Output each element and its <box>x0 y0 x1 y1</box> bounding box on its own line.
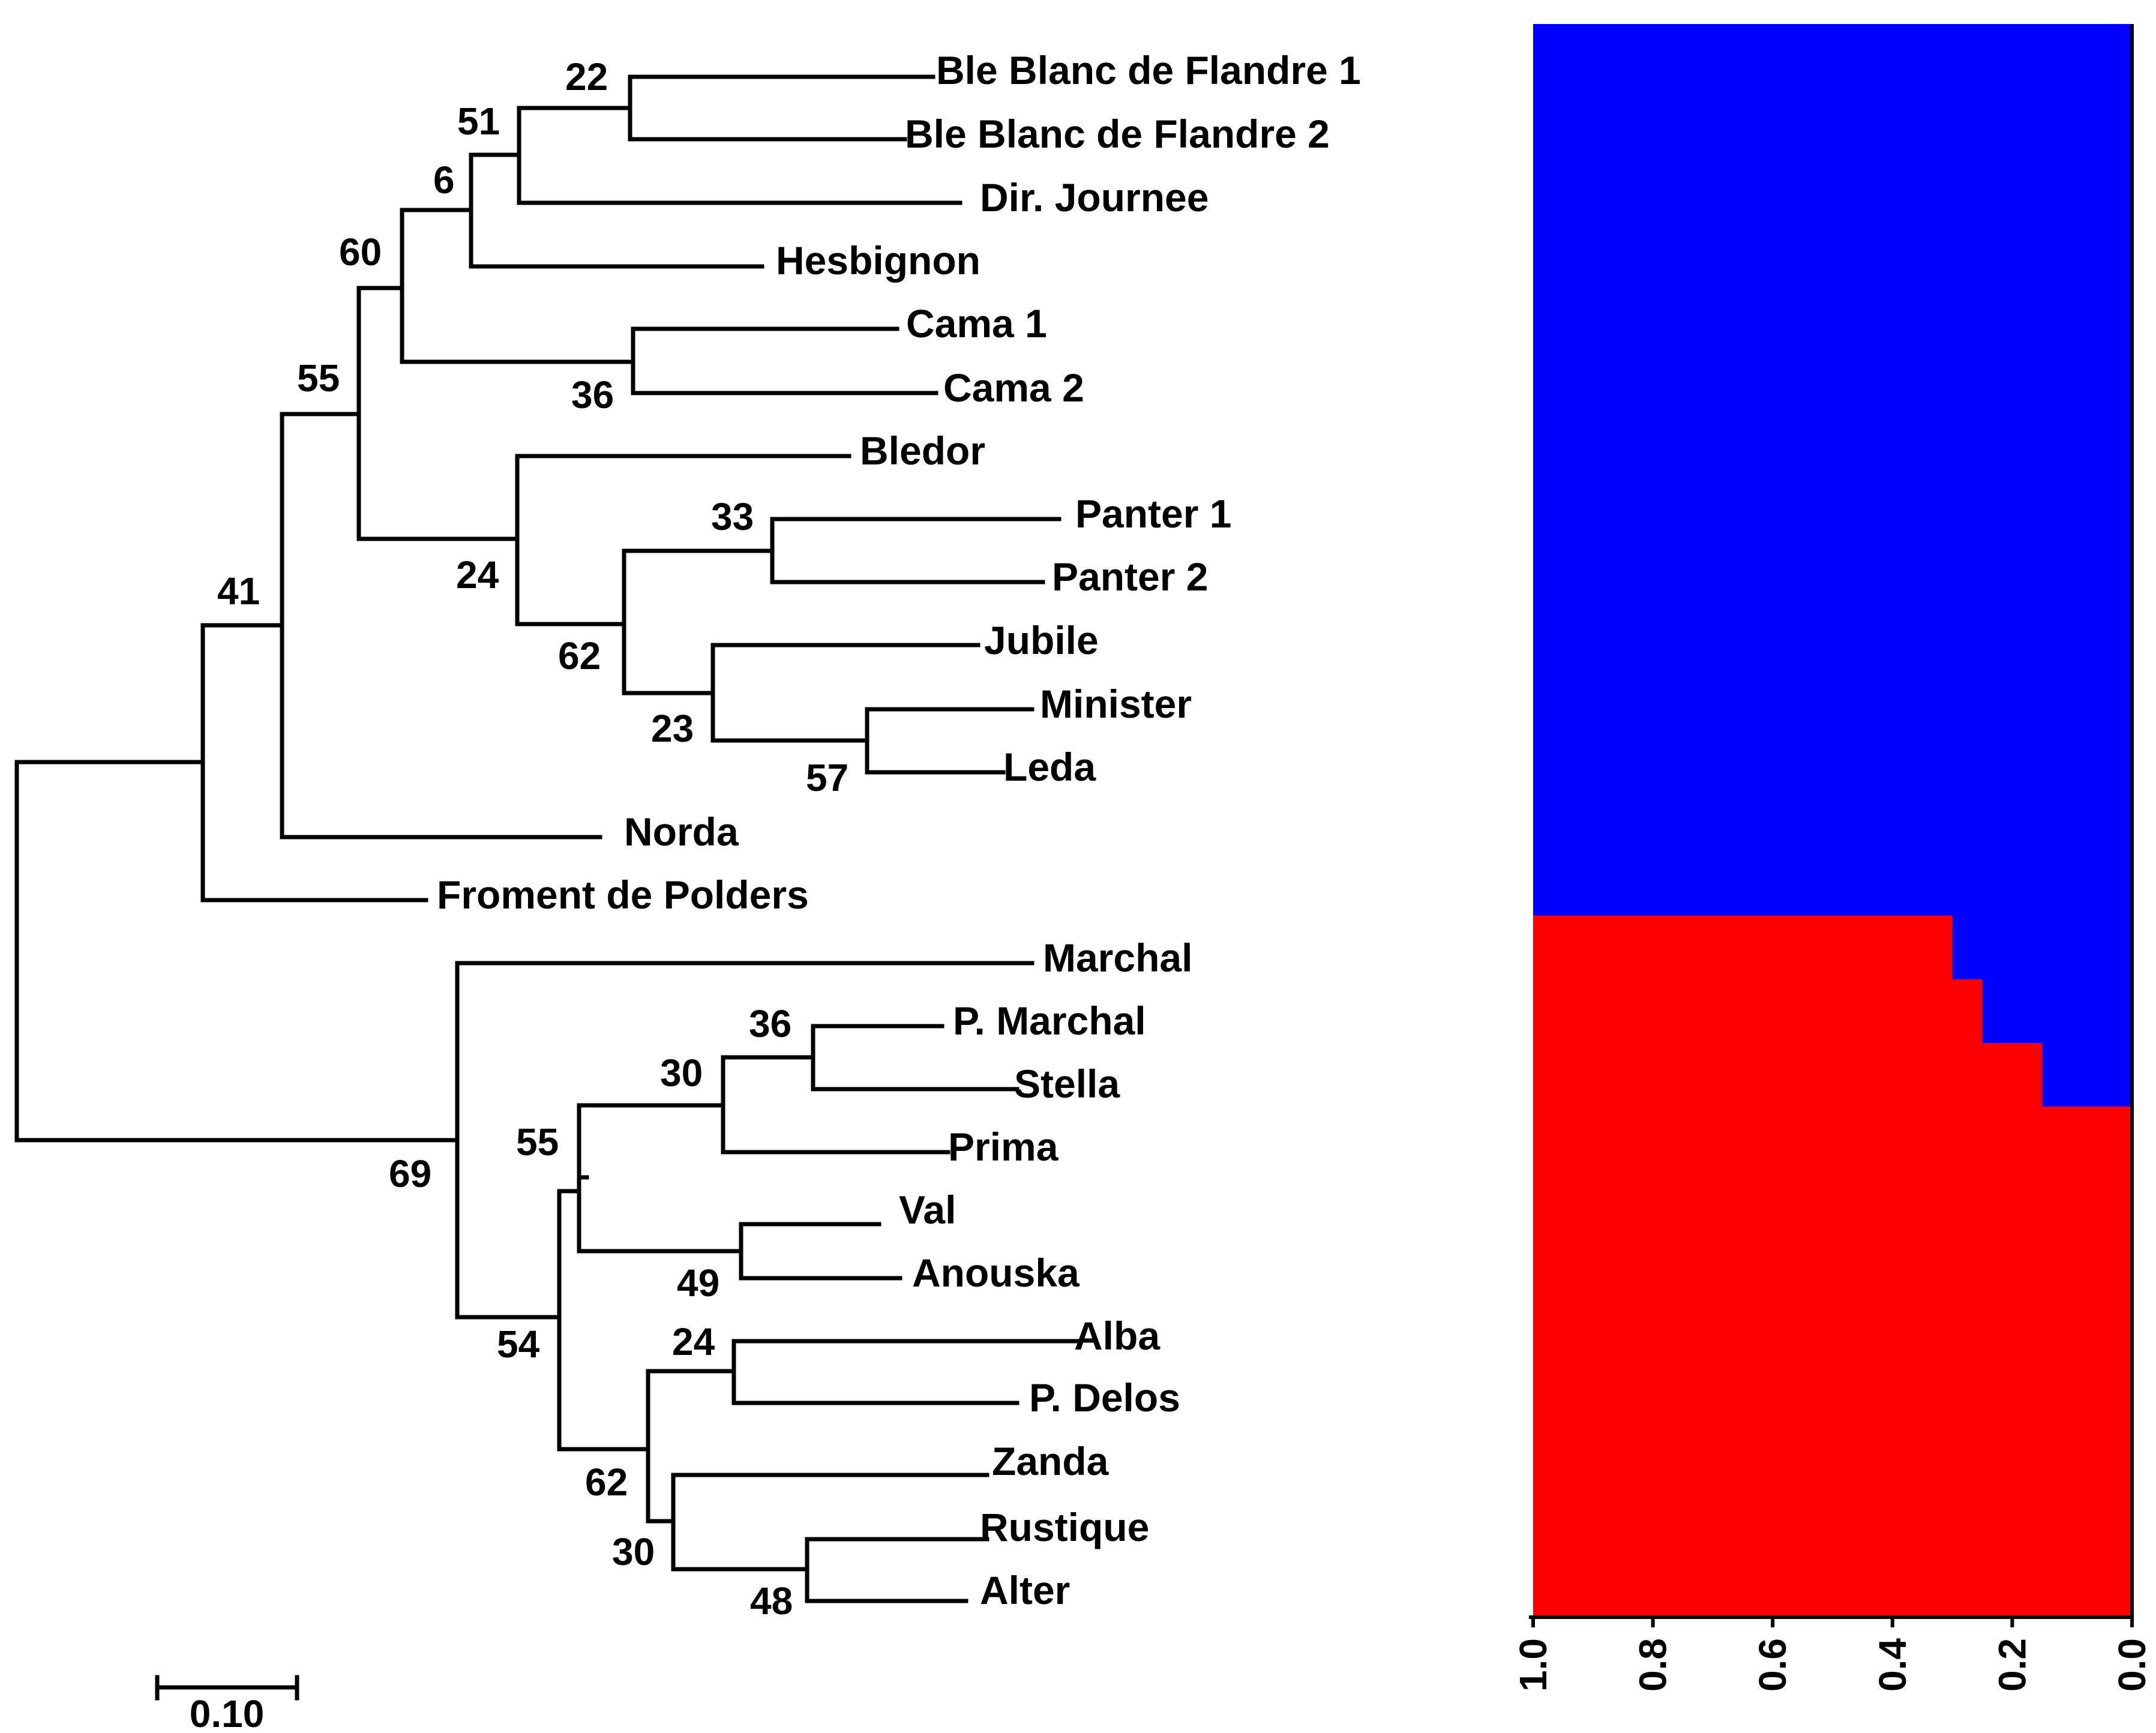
membership-bars <box>1533 24 2132 1617</box>
x-tick-label: 0.8 <box>1632 1638 1675 1692</box>
bootstrap-value: 62 <box>585 1461 628 1504</box>
membership-bar-cluster2 <box>1533 215 2132 280</box>
bootstrap-value: 48 <box>750 1579 793 1623</box>
bootstrap-value: 55 <box>516 1120 559 1164</box>
leaf-label: P. Marchal <box>953 999 1146 1043</box>
scale-bar: 0.10 <box>155 1675 299 1733</box>
bootstrap-value: 57 <box>806 756 848 799</box>
membership-bar-cluster2 <box>1533 469 2132 534</box>
leaf-label: Leda <box>1003 745 1096 789</box>
membership-bar-cluster2 <box>1533 533 2132 598</box>
branch <box>14 74 1080 1603</box>
bootstrap-value: 41 <box>217 569 260 613</box>
membership-bar-cluster1 <box>1533 1107 2132 1171</box>
membership-bar-cluster1 <box>1533 1488 2132 1553</box>
bootstrap-value: 23 <box>651 707 694 750</box>
leaf-label: Froment de Polders <box>437 873 809 917</box>
membership-bar-cluster2 <box>1533 597 2132 661</box>
membership-bar-cluster1 <box>1533 1425 2132 1489</box>
x-tick-label: 0.0 <box>2110 1638 2154 1692</box>
leaf-label: Ble Blanc de Flandre 2 <box>905 112 1330 156</box>
bootstrap-value: 30 <box>612 1530 655 1573</box>
bootstrap-value: 6 <box>433 158 455 202</box>
bootstrap-value: 24 <box>456 553 499 596</box>
bootstrap-value: 51 <box>457 100 500 143</box>
bootstrap-value: 22 <box>565 55 608 98</box>
leaf-label: Anouska <box>912 1251 1080 1295</box>
x-tick-label: 0.4 <box>1871 1638 1914 1692</box>
membership-bar-cluster1 <box>1533 1042 2043 1107</box>
bootstrap-value: 60 <box>339 230 382 274</box>
membership-bar-cluster2 <box>1533 24 2132 88</box>
leaf-label: Cama 2 <box>943 365 1084 410</box>
leaf-label: Marchal <box>1043 936 1192 980</box>
x-tick-label: 0.6 <box>1751 1638 1794 1692</box>
membership-bar-cluster2 <box>1533 724 2132 789</box>
leaf-label: Prima <box>948 1125 1059 1169</box>
bootstrap-value: 54 <box>497 1323 540 1366</box>
membership-bar-cluster1 <box>1533 979 1983 1044</box>
membership-bar-cluster2 <box>1533 851 2132 916</box>
membership-bar-cluster2 <box>1533 88 2132 152</box>
leaf-label: Zanda <box>992 1439 1110 1483</box>
membership-bar-cluster2 <box>1533 278 2132 343</box>
leaf-label: Hesbignon <box>776 238 980 283</box>
membership-bar-cluster2 <box>1533 151 2132 216</box>
membership-bar-cluster1 <box>1533 1552 2132 1617</box>
membership-bar-cluster2 <box>1533 661 2132 725</box>
scale-bar-label: 0.10 <box>190 1692 265 1733</box>
leaf-label: Stella <box>1014 1062 1120 1106</box>
leaf-label: Alba <box>1074 1314 1161 1358</box>
scale-bar-line <box>155 1675 299 1701</box>
leaf-label: Jubile <box>984 618 1099 662</box>
bootstrap-value: 36 <box>749 1002 791 1045</box>
bootstrap-value: 62 <box>558 634 601 677</box>
membership-bar-cluster2 <box>1533 788 2132 853</box>
x-axis-ticks: 1.0 0.8 0.6 0.4 0.2 0.0 <box>1512 1617 2154 1692</box>
membership-bar-cluster2 <box>1533 342 2132 407</box>
x-tick-label: 0.2 <box>1990 1638 2034 1692</box>
bootstrap-value: 33 <box>711 495 754 538</box>
leaf-label: Minister <box>1040 682 1192 726</box>
leaf-label: Norda <box>624 809 739 854</box>
bootstrap-value: 49 <box>677 1261 719 1305</box>
leaf-label: Rustique <box>980 1505 1149 1549</box>
bootstrap-value: 24 <box>672 1320 715 1363</box>
leaf-label: Dir. Journee <box>980 175 1209 220</box>
dendrogram: Ble Blanc de Flandre 1 Ble Blanc de Flan… <box>14 48 1361 1733</box>
membership-bar-cluster1 <box>1533 1361 2132 1426</box>
leaf-label: P. Delos <box>1029 1375 1180 1420</box>
bootstrap-value: 69 <box>389 1152 431 1195</box>
x-tick-label: 1.0 <box>1512 1638 1555 1692</box>
leaf-label: Val <box>899 1188 956 1232</box>
membership-bar-cluster2 <box>1982 979 2132 1044</box>
bootstrap-value: 55 <box>297 356 340 400</box>
leaf-label: Alter <box>980 1568 1070 1612</box>
leaf-label: Ble Blanc de Flandre 1 <box>936 48 1361 92</box>
membership-bar-cluster2 <box>1533 406 2132 470</box>
membership-bar-cluster2 <box>2042 1042 2132 1107</box>
membership-bar-cluster2 <box>1952 915 2132 980</box>
membership-bar-cluster1 <box>1533 1234 2132 1299</box>
membership-bar-cluster1 <box>1533 1297 2132 1362</box>
structure-plot: 1.0 0.8 0.6 0.4 0.2 0.0 <box>1512 24 2154 1692</box>
leaf-label: Panter 2 <box>1052 554 1208 599</box>
leaf-label: Bledor <box>860 428 985 473</box>
bootstrap-value: 36 <box>571 373 614 416</box>
membership-bar-cluster1 <box>1533 915 1953 980</box>
bootstrap-value: 30 <box>660 1051 703 1095</box>
leaf-label: Panter 1 <box>1075 491 1231 536</box>
membership-bar-cluster1 <box>1533 1170 2132 1235</box>
leaf-label: Cama 1 <box>906 301 1047 346</box>
